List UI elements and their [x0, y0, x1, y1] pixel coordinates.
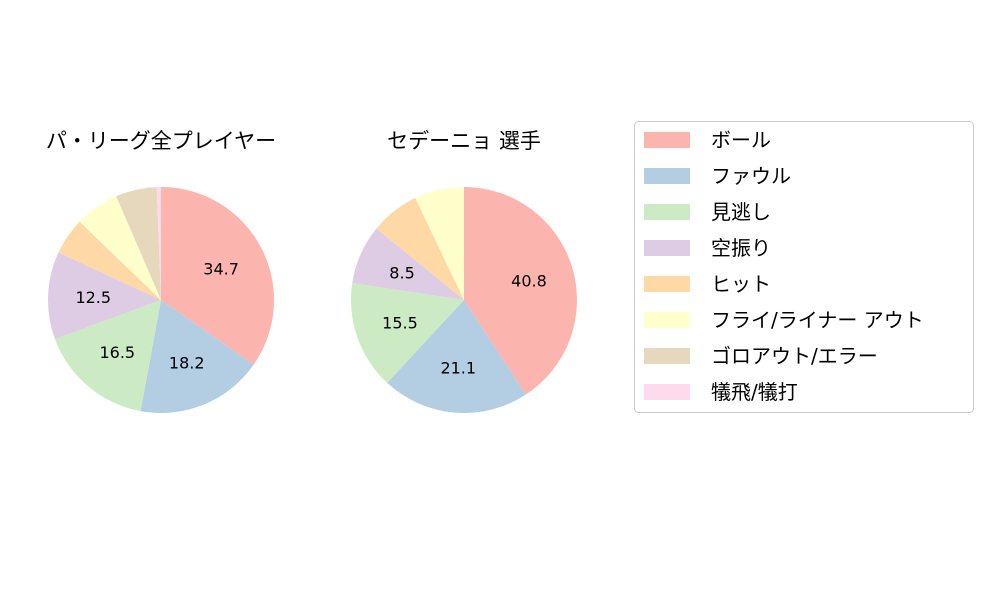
legend-label: ゴロアウト/エラー	[711, 344, 878, 368]
pie-slice-label: 21.1	[440, 359, 476, 378]
pie-labels-player: 40.8 21.1 15.5 8.5	[382, 263, 547, 377]
legend-label: ファウル	[711, 164, 791, 188]
legend-swatch	[644, 240, 690, 256]
pie-slice	[351, 283, 464, 383]
legend-label: ヒット	[711, 272, 771, 296]
legend-label: ボール	[711, 128, 771, 152]
pie-slice	[116, 187, 161, 300]
pie-slice	[352, 228, 464, 300]
pie-slice	[140, 300, 254, 413]
pie-labels-league: 34.7 18.2 16.5 12.5	[75, 260, 238, 373]
legend-swatch	[644, 384, 690, 400]
pie-slice	[58, 221, 161, 300]
legend-label: 空振り	[711, 236, 771, 260]
legend-swatch	[644, 312, 690, 328]
legend-swatch	[644, 276, 690, 292]
pie-title-league: パ・リーグ全プレイヤー	[46, 129, 276, 153]
pie-slice-label: 18.2	[169, 354, 205, 373]
pie-slice-label: 34.7	[203, 260, 239, 279]
pie-slice-label: 40.8	[511, 272, 547, 291]
pie-slice-label: 16.5	[99, 343, 135, 362]
legend-label: 犠飛/犠打	[711, 380, 798, 404]
legend-swatch	[644, 132, 690, 148]
pie-slice	[464, 187, 577, 395]
pie-slice-label: 12.5	[75, 288, 111, 307]
pie-slice-label: 15.5	[382, 313, 418, 332]
pie-slices-league	[48, 187, 274, 413]
pie-player: セデーニョ 選手 40.8 21.1 15.5 8.5	[351, 129, 577, 413]
pie-league-all-players: パ・リーグ全プレイヤー 34.7 18.2 16.5 12.5	[46, 129, 276, 413]
pie-slice	[415, 187, 464, 300]
legend-label: フライ/ライナー アウト	[711, 308, 924, 332]
pie-slice	[79, 196, 161, 300]
legend-swatch	[644, 348, 690, 364]
pie-slice	[387, 300, 526, 413]
legend-frame	[634, 121, 974, 413]
pie-slice	[156, 187, 161, 300]
pie-slice-label: 8.5	[389, 263, 414, 282]
legend-swatch	[644, 168, 690, 184]
legend-swatch	[644, 204, 690, 220]
legend-label: 見逃し	[711, 200, 771, 224]
pie-slices-player	[351, 187, 577, 413]
pie-slice	[48, 252, 161, 339]
pie-slice	[161, 187, 274, 365]
pie-slice	[376, 198, 464, 300]
pie-title-player: セデーニョ 選手	[387, 129, 541, 153]
pie-slice	[54, 300, 161, 412]
